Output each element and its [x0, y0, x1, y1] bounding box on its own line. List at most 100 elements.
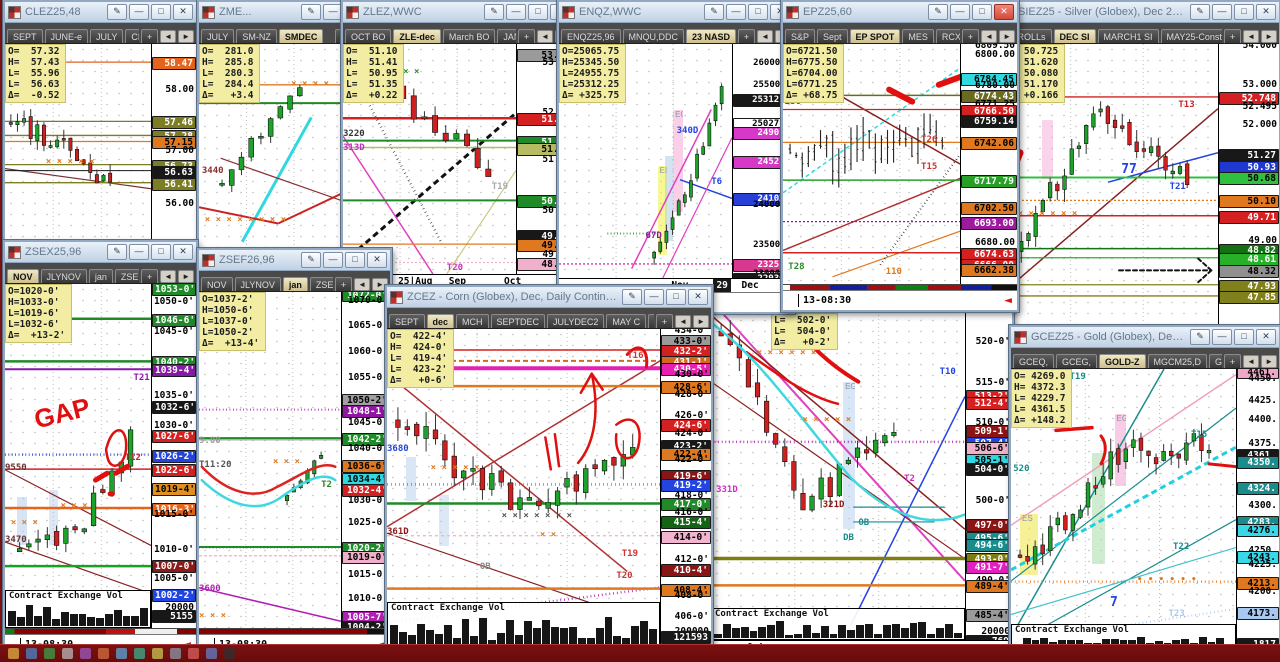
add-tab-button[interactable]: + [140, 29, 159, 43]
taskbar-icon-4[interactable] [80, 648, 91, 659]
tab-scroll-right-icon[interactable]: ► [1261, 30, 1277, 43]
taskbar-icon-12[interactable] [224, 648, 235, 659]
tab-dec[interactable]: dec [426, 314, 455, 328]
chart-plot[interactable]: ESEGT13T193805207T15T22T23• • • • • •O= … [1011, 369, 1237, 648]
add-tab-button[interactable]: + [140, 269, 159, 283]
titlebar[interactable]: ZSEX25,96 ✎ — □ ✕ [5, 242, 196, 263]
maximize-button[interactable]: □ [1234, 329, 1254, 345]
tab-jan[interactable]: jan [282, 277, 308, 291]
pen-button[interactable]: ✎ [301, 4, 321, 20]
tab-gold-z[interactable]: GOLD-Z [1099, 354, 1146, 368]
tab-septdec[interactable]: SEPTDEC [490, 314, 546, 328]
tab-nov[interactable]: NOV [7, 269, 39, 283]
pen-button[interactable]: ✎ [704, 4, 724, 20]
minimize-button[interactable]: — [129, 244, 149, 260]
tab-mnqu-ddc[interactable]: MNQU,DDC [622, 29, 685, 43]
tab-sept[interactable]: SEPT [7, 29, 43, 43]
minimize-button[interactable]: — [644, 289, 664, 305]
tab-jan-bo[interactable]: JAN BO [497, 29, 516, 43]
taskbar-icon-11[interactable] [206, 648, 217, 659]
add-tab-button[interactable]: + [737, 29, 756, 43]
add-tab-button[interactable]: + [655, 314, 674, 328]
tab-scroll-right-icon[interactable]: ► [693, 315, 709, 328]
close-button[interactable]: ✕ [173, 244, 193, 260]
titlebar[interactable]: CLEZ25,48 ✎ — □ ✕ [5, 2, 196, 23]
close-button[interactable]: ✕ [1256, 4, 1276, 20]
tab-mgcm25-d[interactable]: MGCM25,D [1147, 354, 1208, 368]
tab-clek[interactable]: CLEK [125, 29, 139, 43]
price-scale[interactable]: 525-0'520-0'515-0'513-2'512-4'510-0'509-… [966, 271, 1012, 640]
tab-enqz25-96[interactable]: ENQZ25,96 [561, 29, 621, 43]
pen-button[interactable]: ✎ [107, 244, 127, 260]
price-scale[interactable]: 4461. 4450. 4425. 4400. 4375. 4361. 4350. 4324.… [1237, 369, 1279, 648]
chart-plot[interactable]: × × × × × × × × × × × × 3440 O= 281.0 H= 285… [199, 44, 344, 248]
tab-scroll-left-icon[interactable]: ◄ [160, 30, 177, 43]
maximize-button[interactable]: □ [972, 4, 992, 20]
add-tab-button[interactable]: + [334, 277, 353, 291]
tab-23-nasd[interactable]: 23 NASD [686, 29, 736, 43]
tab-scroll-left-icon[interactable]: ◄ [354, 278, 371, 291]
maximize-button[interactable]: □ [151, 244, 171, 260]
taskbar-icon-10[interactable] [188, 648, 199, 659]
maximize-button[interactable]: □ [151, 4, 171, 20]
tab-march-bo[interactable]: March BO [442, 29, 496, 43]
tab-scroll-right-icon[interactable]: ► [1261, 355, 1277, 368]
titlebar[interactable]: ZSEF26,96 ✎ — □ ✕ [199, 250, 390, 271]
titlebar[interactable]: EPZ25,60 ✎ — □ ✕ [783, 2, 1017, 23]
pen-button[interactable]: ✎ [1190, 329, 1210, 345]
pen-button[interactable]: ✎ [107, 4, 127, 20]
chart-plot[interactable]: 9.00 T11:20 3600 T2 × × × × × × O=1037-2' H=105… [199, 292, 342, 628]
pen-button[interactable]: ✎ [928, 4, 948, 20]
close-button[interactable]: ✕ [994, 4, 1014, 20]
tab-gcej-c[interactable]: GCEJ,C [1209, 354, 1222, 368]
tab-oct-bo[interactable]: OCT BO [345, 29, 392, 43]
minimize-button[interactable]: — [1212, 4, 1232, 20]
taskbar-icon-1[interactable] [26, 648, 37, 659]
tab-sept[interactable]: SEPT [389, 314, 425, 328]
minimize-button[interactable]: — [950, 4, 970, 20]
tab-scroll-left-icon[interactable]: ◄ [675, 315, 692, 328]
minimize-button[interactable]: — [129, 4, 149, 20]
add-tab-button[interactable]: + [517, 29, 536, 43]
tab-scroll-left-icon[interactable]: ◄ [757, 30, 774, 43]
pen-button[interactable]: ✎ [622, 289, 642, 305]
tab-march1-si[interactable]: MARCH1 SI [1097, 29, 1159, 43]
pen-button[interactable]: ✎ [1190, 4, 1210, 20]
close-button[interactable]: ✕ [688, 289, 708, 305]
tab-dec-si[interactable]: DEC SI [1053, 29, 1096, 43]
tab-scroll-left-icon[interactable]: ◄ [1243, 30, 1260, 43]
tab-scroll-left-icon[interactable]: ◄ [981, 30, 998, 43]
titlebar[interactable]: ZCEZ - Corn (Globex), Dec, Daily Continu… [387, 287, 711, 308]
tab-zseh-mch[interactable]: ZSEH,MCH [114, 269, 139, 283]
tab-julydec2[interactable]: JULYDEC2 [547, 314, 605, 328]
chart-plot[interactable]: GAP 9550 3470 T21 T12 × × × × × × O=1020-0' H=10… [5, 284, 152, 628]
tab-scroll-left-icon[interactable]: ◄ [160, 270, 177, 283]
price-scale[interactable]: 1072-0' 1070-0' 1065-0' 1060-0' 1055-0' 1050-… [342, 292, 390, 628]
close-button[interactable]: ✕ [173, 4, 193, 20]
tab-scroll-left-icon[interactable]: ◄ [1243, 355, 1260, 368]
titlebar[interactable]: GCEZ25 - Gold (Globex), Dec 25, 96 Min (… [1011, 327, 1279, 348]
chart-plot[interactable]: 3680 361D OB T16 T19 T20 × × × × × × × × × × × … [387, 329, 661, 648]
minimize-button[interactable]: — [726, 4, 746, 20]
pen-button[interactable]: ✎ [301, 252, 321, 268]
minimize-button[interactable]: — [323, 4, 343, 20]
maximize-button[interactable]: □ [528, 4, 548, 20]
tab-scroll-left-icon[interactable]: ◄ [537, 30, 554, 43]
tab-gceq[interactable]: GCEQ, [1013, 354, 1055, 368]
maximize-button[interactable]: □ [666, 289, 686, 305]
price-scale[interactable]: 58.4758.0057.4657.2857.1557.0056.7356.63… [152, 44, 196, 245]
taskbar-icon-0[interactable] [8, 648, 19, 659]
close-button[interactable]: ✕ [367, 252, 387, 268]
tab-dec-dec[interactable]: DEC DEC [648, 314, 654, 328]
maximize-button[interactable]: □ [748, 4, 768, 20]
price-scale[interactable]: 434-0'433-0'432-2'431-1'430-5'430-0'428-… [661, 329, 711, 648]
tab-s-p[interactable]: S&P [785, 29, 816, 43]
add-tab-button[interactable]: + [1223, 354, 1242, 368]
tab-june-e[interactable]: JUNE-e [44, 29, 89, 43]
titlebar[interactable]: ENQZ,WWC ✎ — □ ✕ [559, 2, 793, 23]
taskbar-icon-5[interactable] [98, 648, 109, 659]
chart-plot[interactable]: 77 T13 T21 × × × × × × × O= 50.725 H= 51.620 L… [998, 44, 1219, 338]
tab-mch[interactable]: MCH [456, 314, 489, 328]
